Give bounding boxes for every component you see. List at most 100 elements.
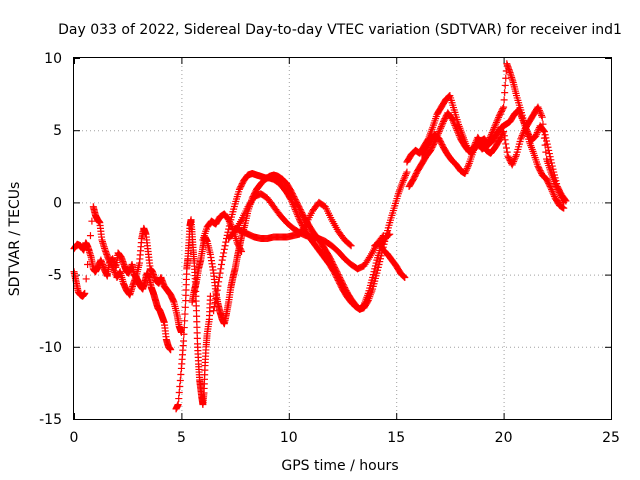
data-point-sat-e (219, 253, 227, 261)
data-point-sat-e (295, 214, 303, 222)
data-point-sat-e (210, 303, 218, 311)
data-point-sat-b (85, 246, 93, 254)
data-point-sat-l (503, 148, 511, 156)
data-point-sat-e (289, 201, 297, 209)
data-point-sat-c (206, 292, 214, 300)
data-point-sat-e (212, 290, 220, 298)
data-point-sat-l (437, 123, 445, 131)
data-point-sat-b (81, 289, 89, 297)
data-point-sat-l (432, 134, 440, 142)
data-point-sat-b (86, 232, 94, 240)
data-point-sat-c (176, 376, 184, 384)
data-point-sat-k (484, 139, 492, 147)
data-point-sat-l (434, 131, 442, 139)
x-tick-label: 5 (177, 430, 186, 446)
data-point-sat-l (451, 121, 459, 129)
data-point-sat-g (347, 242, 355, 250)
data-point-sat-c (177, 370, 185, 378)
data-point-sat-l (449, 116, 457, 124)
data-point-sat-c (175, 389, 183, 397)
data-point-sat-l (431, 138, 439, 146)
data-point-sat-l (518, 133, 525, 141)
data-point-sat-b (82, 275, 90, 283)
data-point-sat-k (549, 189, 557, 197)
data-point-sat-e (293, 209, 301, 217)
data-point-sat-d (402, 171, 410, 179)
data-point-sat-i (228, 222, 236, 230)
data-point-sat-l (558, 193, 566, 201)
data-point-sat-l (470, 142, 478, 150)
data-point-sat-l (450, 120, 458, 128)
y-tick-label: -5 (48, 268, 62, 284)
data-point-sat-l (432, 136, 440, 144)
data-point-sat-b (88, 217, 96, 225)
x-axis-label: GPS time / hours (281, 458, 398, 474)
data-point-sat-l (510, 157, 518, 165)
data-point-sat-d (402, 170, 410, 178)
data-point-sat-i (226, 219, 234, 227)
data-point-sat-g (346, 241, 354, 249)
data-point-sat-k (494, 115, 502, 123)
data-point-sat-i (227, 221, 235, 229)
data-point-sat-l (502, 140, 510, 148)
data-point-sat-a (167, 346, 175, 354)
data-point-sat-j (546, 153, 554, 161)
data-point-sat-f (378, 233, 386, 241)
data-point-sat-k (499, 105, 507, 113)
data-point-sat-e (294, 212, 302, 220)
data-point-sat-l (540, 134, 548, 142)
data-point-sat-d (400, 175, 408, 183)
data-point-sat-l (453, 126, 461, 134)
data-point-sat-e (386, 230, 394, 238)
data-point-sat-d (399, 176, 407, 184)
data-point-sat-b (110, 267, 118, 275)
data-point-sat-e (291, 204, 299, 212)
data-point-sat-j (547, 156, 555, 164)
data-point-sat-k (462, 166, 470, 174)
data-point-sat-k (489, 127, 497, 135)
data-point-sat-c (180, 330, 188, 338)
data-point-sat-l (519, 130, 527, 138)
data-point-sat-i (228, 224, 236, 232)
data-point-sat-k (491, 122, 499, 130)
data-point-sat-l (560, 198, 568, 206)
data-point-sat-k (501, 81, 509, 89)
y-tick-label: 5 (53, 123, 62, 139)
data-point-sat-l (448, 115, 456, 123)
data-point-sat-e (210, 307, 218, 315)
data-point-sat-h (400, 273, 408, 281)
data-point-sat-k (487, 130, 495, 138)
data-point-sat-l (436, 126, 444, 134)
data-point-sat-e (221, 242, 229, 250)
data-point-sat-i (238, 247, 246, 255)
data-point-sat-l (500, 132, 508, 140)
data-point-sat-k (500, 103, 508, 111)
data-point-sat-k (501, 89, 509, 97)
data-point-sat-c (180, 324, 188, 332)
data-point-sat-l (518, 131, 526, 139)
data-point-sat-k (500, 96, 508, 104)
data-point-sat-l (434, 129, 442, 137)
data-point-sat-l (449, 118, 457, 126)
y-tick-label: 10 (44, 51, 62, 67)
data-point-sat-f (379, 232, 387, 240)
data-point-sat-j (533, 129, 541, 137)
data-point-sat-d (401, 173, 409, 181)
data-point-sat-k (492, 120, 500, 128)
data-point-sat-l (437, 124, 445, 132)
data-point-sat-k (547, 184, 555, 192)
data-point-sat-l (520, 128, 528, 136)
data-point-sat-l (541, 141, 549, 149)
data-point-sat-i (225, 216, 233, 224)
data-point-sat-d (403, 168, 411, 176)
data-point-sat-e (215, 273, 223, 281)
data-point-sat-l (502, 144, 510, 152)
data-point-sat-k (464, 163, 472, 171)
data-point-sat-d (399, 178, 407, 186)
data-point-sat-h (399, 272, 407, 280)
data-point-sat-j (541, 131, 549, 139)
data-point-sat-l (510, 156, 518, 164)
data-point-sat-k (502, 74, 510, 82)
data-point-sat-k (462, 168, 470, 176)
